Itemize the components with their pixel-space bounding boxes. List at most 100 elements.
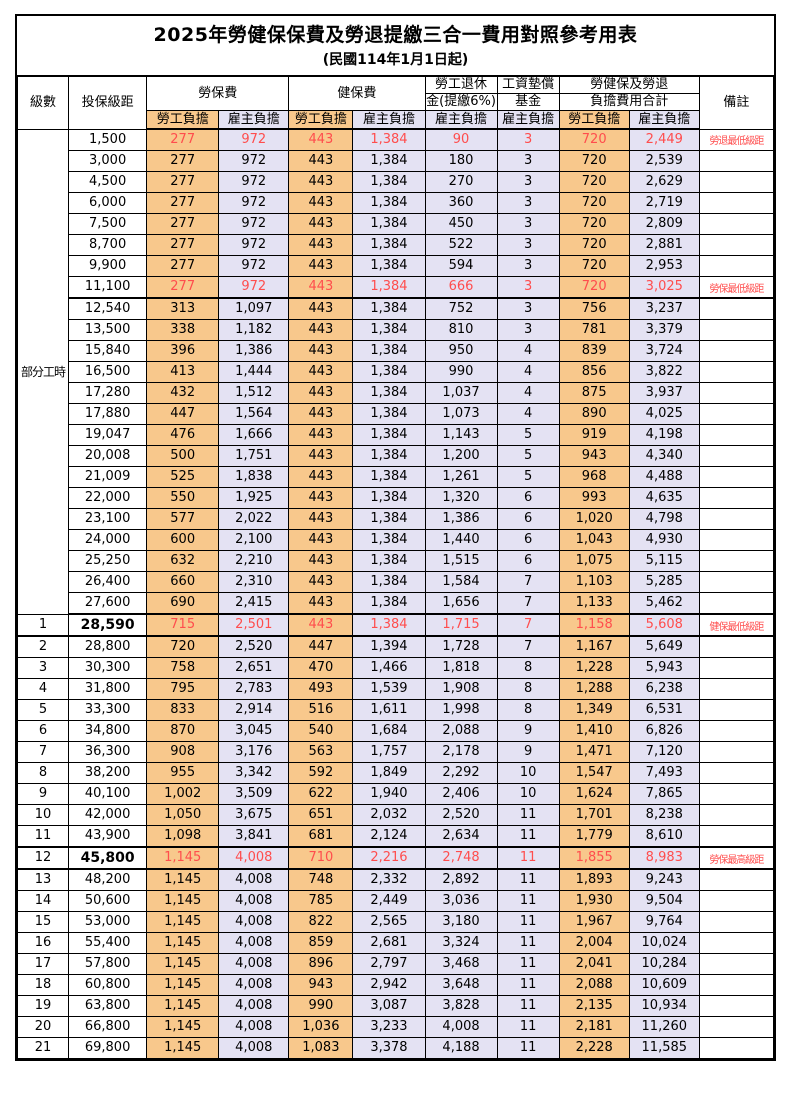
- labor-employer-cell: 2,783: [218, 678, 290, 700]
- health-employee-cell: 443: [288, 466, 354, 488]
- remark-cell: 勞保最高級距: [698, 846, 775, 870]
- total-employee-cell: 720: [558, 255, 630, 277]
- total-employer-cell: 4,635: [628, 487, 700, 509]
- pension-employer-cell: 950: [424, 340, 498, 362]
- fund-employer-cell: 11: [496, 868, 560, 891]
- bracket-cell: 31,800: [68, 678, 148, 700]
- total-employee-cell: 2,228: [558, 1037, 630, 1059]
- total-employer-cell: 5,649: [628, 635, 700, 658]
- remark-cell: 勞退最低級距: [698, 128, 775, 151]
- fund-employer-cell: 3: [496, 213, 560, 235]
- fund-employer-cell: 4: [496, 403, 560, 425]
- total-employer-cell: 2,881: [628, 234, 700, 256]
- bracket-cell: 17,280: [68, 382, 148, 404]
- total-employee-cell: 1,158: [558, 613, 630, 637]
- health-employee-cell: 896: [288, 953, 354, 975]
- total-employer-cell: 3,822: [628, 361, 700, 383]
- health-employee-cell: 563: [288, 741, 354, 763]
- fund-employer-cell: 11: [496, 1016, 560, 1038]
- labor-employee-cell: 1,145: [146, 911, 220, 933]
- health-employer-cell: 1,384: [352, 424, 426, 446]
- table-row: 21 69,800 1,145 4,008 1,083 3,378 4,188 11 2,228…: [16, 1037, 775, 1059]
- fund-employer-cell: 11: [496, 932, 560, 954]
- total-employee-cell: 943: [558, 445, 630, 467]
- labor-employee-cell: 690: [146, 592, 220, 615]
- table-row: 13 48,200 1,145 4,008 748 2,332 2,892 11 1,893 9,…: [16, 868, 775, 891]
- title-block: 2025年勞健保保費及勞退提繳三合一費用對照參考用表 (民國114年1月1日起): [17, 16, 774, 75]
- fund-employer-cell: 6: [496, 487, 560, 509]
- labor-employer-cell: 4,008: [218, 1037, 290, 1059]
- total-employer-cell: 3,025: [628, 276, 700, 299]
- labor-employer-cell: 4,008: [218, 932, 290, 954]
- health-employer-cell: 1,384: [352, 466, 426, 488]
- labor-employee-cell: 277: [146, 213, 220, 235]
- labor-employee-cell: 432: [146, 382, 220, 404]
- health-employer-cell: 1,394: [352, 635, 426, 658]
- labor-employee-cell: 396: [146, 340, 220, 362]
- health-employer-cell: 1,384: [352, 276, 426, 299]
- pension-employer-cell: 1,584: [424, 571, 498, 593]
- fund-employer-cell: 3: [496, 171, 560, 193]
- fund-employer-cell: 8: [496, 657, 560, 679]
- premium-table: 級數 投保級距 勞保費 健保費 勞工退休 工資墊償 勞健保及勞退 備註 金(提繳…: [16, 75, 775, 1059]
- total-employer-cell: 6,531: [628, 699, 700, 721]
- health-employee-cell: 443: [288, 550, 354, 572]
- health-employee-cell: 493: [288, 678, 354, 700]
- remark-cell: [698, 911, 775, 933]
- total-employer-cell: 11,260: [628, 1016, 700, 1038]
- total-employer-cell: 4,798: [628, 508, 700, 530]
- total-employer-cell: 2,449: [628, 128, 700, 151]
- level-cell: 13: [16, 868, 70, 891]
- fund-employer-cell: 4: [496, 340, 560, 362]
- health-employer-cell: 1,384: [352, 319, 426, 341]
- total-employee-cell: 1,288: [558, 678, 630, 700]
- bracket-cell: 8,700: [68, 234, 148, 256]
- labor-employee-cell: 1,145: [146, 995, 220, 1017]
- bracket-cell: 38,200: [68, 762, 148, 784]
- remark-cell: [698, 487, 775, 509]
- labor-employer-cell: 2,210: [218, 550, 290, 572]
- health-employee-cell: 443: [288, 361, 354, 383]
- remark-cell: [698, 550, 775, 572]
- fund-employer-cell: 11: [496, 846, 560, 870]
- bracket-cell: 27,600: [68, 592, 148, 615]
- bracket-cell: 12,540: [68, 297, 148, 320]
- pension-employer-cell: 1,386: [424, 508, 498, 530]
- labor-employer-cell: 2,501: [218, 613, 290, 637]
- pension-employer-cell: 2,892: [424, 868, 498, 891]
- level-cell: 20: [16, 1016, 70, 1038]
- table-row: 15 53,000 1,145 4,008 822 2,565 3,180 11 1,967 9,…: [16, 911, 775, 933]
- labor-employer-cell: 1,097: [218, 297, 290, 320]
- table-body: 部分工時 1,500 277 972 443 1,384 90 3 720 2,449 勞退最低級距…: [16, 128, 775, 1059]
- health-employee-cell: 447: [288, 635, 354, 658]
- total-employee-cell: 1,547: [558, 762, 630, 784]
- table-row: 16,500 413 1,444 443 1,384 990 4 856 3,822: [18, 361, 775, 383]
- fund-employer-cell: 11: [496, 953, 560, 975]
- health-employee-cell: 443: [288, 508, 354, 530]
- labor-employer-cell: 1,512: [218, 382, 290, 404]
- health-employer-cell: 2,797: [352, 953, 426, 975]
- pension-employer-cell: 1,656: [424, 592, 498, 615]
- pension-employer-cell: 752: [424, 297, 498, 320]
- table-row: 8,700 277 972 443 1,384 522 3 720 2,881: [18, 234, 775, 256]
- fund-employer-cell: 8: [496, 678, 560, 700]
- level-cell: 6: [16, 720, 70, 742]
- remark-cell: [698, 403, 775, 425]
- labor-employee-cell: 1,145: [146, 932, 220, 954]
- fund-employer-cell: 3: [496, 192, 560, 214]
- table-row: 22,000 550 1,925 443 1,384 1,320 6 993 4,635: [18, 487, 775, 509]
- fund-employer-cell: 11: [496, 890, 560, 912]
- table-row: 27,600 690 2,415 443 1,384 1,656 7 1,133 5,462: [18, 592, 775, 615]
- total-employee-cell: 2,004: [558, 932, 630, 954]
- pension-employer-cell: 1,715: [424, 613, 498, 637]
- pension-employer-cell: 1,440: [424, 529, 498, 551]
- total-employer-cell: 5,462: [628, 592, 700, 615]
- total-employee-cell: 1,930: [558, 890, 630, 912]
- table-row: 24,000 600 2,100 443 1,384 1,440 6 1,043 4,930: [18, 529, 775, 551]
- health-employer-cell: 1,384: [352, 361, 426, 383]
- remark-cell: [698, 762, 775, 784]
- bracket-cell: 4,500: [68, 171, 148, 193]
- labor-employer-cell: 1,444: [218, 361, 290, 383]
- fund-employer-cell: 4: [496, 382, 560, 404]
- remark-cell: [698, 741, 775, 763]
